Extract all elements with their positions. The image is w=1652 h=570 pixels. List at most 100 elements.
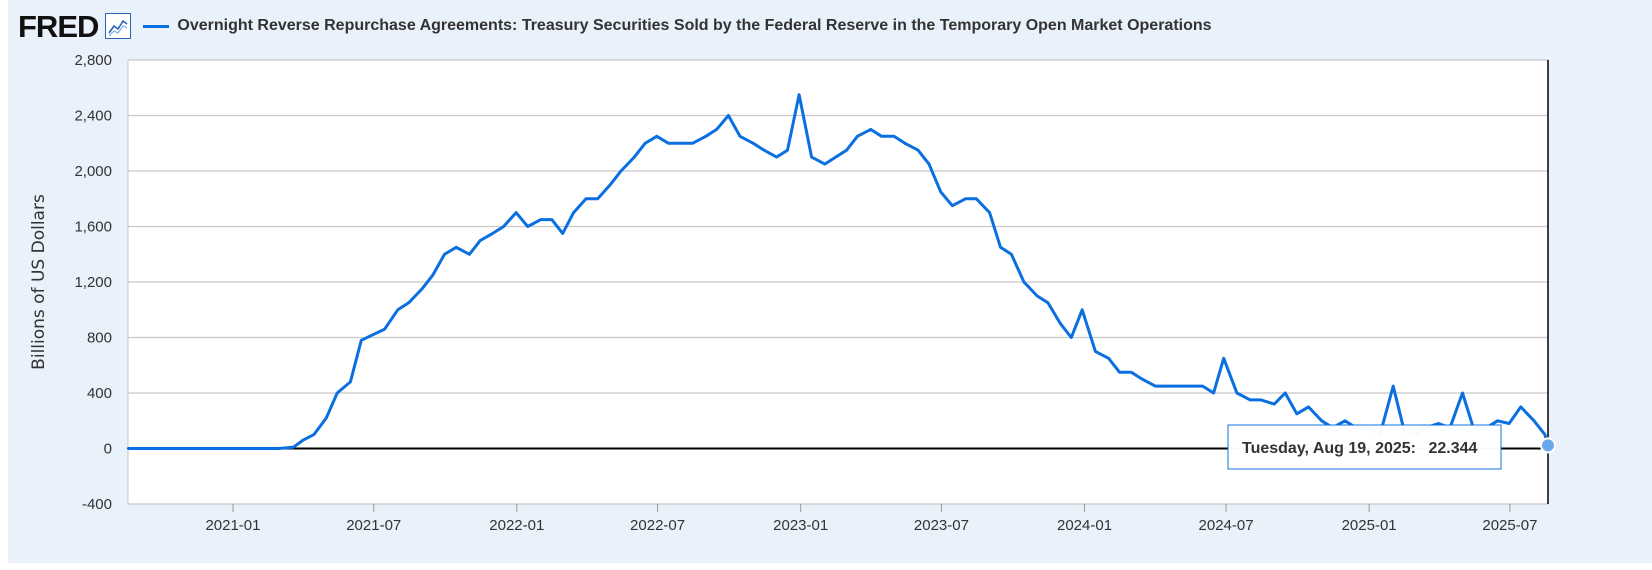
- data-point: [775, 155, 778, 159]
- x-tick-label: 2023-01: [773, 517, 828, 534]
- data-point: [468, 253, 471, 256]
- data-point: [1188, 384, 1191, 388]
- x-tick-label: 2024-01: [1057, 517, 1112, 534]
- data-point: [1507, 422, 1511, 425]
- data-point: [1035, 294, 1039, 298]
- y-tick-label: -400: [82, 496, 112, 513]
- data-point: [277, 447, 281, 450]
- data-point: [1259, 398, 1263, 402]
- data-point: [1046, 301, 1050, 305]
- y-axis-ticks: 2,800 2,400 2,000 1,600 1,200 800 400 0 -400: [74, 52, 112, 513]
- data-point: [834, 155, 837, 159]
- data-point: [633, 155, 636, 159]
- graph-icon[interactable]: [105, 13, 132, 39]
- data-point: [786, 148, 789, 152]
- data-point: [1235, 391, 1239, 395]
- data-point: [1022, 280, 1026, 284]
- data-point: [680, 142, 683, 145]
- data-point: [810, 155, 813, 159]
- tooltip-value: 22.344: [1428, 440, 1477, 457]
- data-point: [292, 445, 295, 449]
- data-point: [1532, 419, 1536, 422]
- y-tick-label: 1,200: [74, 274, 112, 291]
- y-axis-label: Billions of US Dollars: [29, 194, 49, 370]
- data-point: [1059, 322, 1062, 325]
- data-point: [1177, 384, 1180, 388]
- data-point: [1519, 405, 1522, 409]
- data-point: [1222, 357, 1225, 360]
- y-tick-label: 800: [87, 330, 112, 347]
- data-point: [927, 162, 931, 166]
- data-point: [667, 142, 670, 145]
- data-point: [823, 162, 826, 166]
- data-point: [491, 232, 494, 235]
- data-point: [360, 339, 363, 342]
- data-point: [420, 287, 424, 291]
- data-point: [514, 211, 518, 214]
- data-point: [1118, 370, 1121, 374]
- data-point: [539, 218, 543, 221]
- data-point: [1273, 402, 1276, 406]
- data-point: [431, 273, 435, 277]
- x-tick-label: 2025-07: [1482, 517, 1537, 534]
- data-point: [301, 438, 305, 442]
- x-tick-label: 2021-07: [346, 517, 401, 534]
- data-point: [1080, 308, 1084, 311]
- svg-text:Tuesday, Aug 19, 2025: 2: Tuesday, Aug 19, 2025: 22.344: [1242, 440, 1477, 457]
- data-point: [1307, 405, 1310, 409]
- x-tick-label: 2024-07: [1199, 517, 1254, 534]
- hover-point[interactable]: [1540, 437, 1556, 454]
- tooltip-date: Tuesday, Aug 19, 2025:: [1242, 440, 1416, 457]
- data-point: [479, 239, 482, 242]
- data-point: [1461, 391, 1464, 395]
- legend-label: Overnight Reverse Repurchase Agreements:…: [177, 17, 1212, 34]
- data-point: [1107, 357, 1110, 360]
- data-point: [596, 197, 599, 200]
- data-point: [407, 301, 410, 305]
- x-tick-label: 2022-01: [489, 517, 544, 534]
- data-point: [242, 447, 246, 450]
- data-point: [1496, 419, 1499, 422]
- data-point: [704, 135, 707, 138]
- data-point: [371, 333, 375, 336]
- data-point: [584, 197, 588, 200]
- data-point: [1320, 419, 1323, 422]
- data-point: [1140, 377, 1144, 381]
- data-point: [1295, 412, 1299, 416]
- y-tick-label: 0: [104, 441, 112, 458]
- data-point: [903, 142, 907, 145]
- data-point: [207, 447, 211, 450]
- data-point: [335, 391, 339, 395]
- data-point: [1212, 391, 1215, 395]
- fred-logo[interactable]: FRED: [18, 8, 99, 44]
- data-point: [988, 211, 991, 214]
- data-point: [1154, 384, 1157, 388]
- data-point: [715, 128, 718, 131]
- data-point: [526, 225, 529, 228]
- data-point: [892, 135, 896, 138]
- data-point: [999, 246, 1002, 249]
- data-point: [797, 93, 801, 96]
- data-point: [572, 211, 575, 214]
- y-tick-label: 2,000: [74, 163, 112, 180]
- data-point: [1283, 391, 1287, 395]
- data-point: [691, 142, 694, 145]
- data-point: [880, 135, 883, 138]
- data-point: [383, 327, 386, 331]
- tooltip-box: [1227, 424, 1502, 470]
- y-tick-label: 2,400: [74, 108, 112, 125]
- data-point: [964, 197, 967, 200]
- data-point: [869, 128, 872, 131]
- data-point: [951, 204, 954, 207]
- data-point: [443, 253, 446, 256]
- data-point: [1343, 419, 1347, 422]
- x-tick-label: 2022-07: [630, 517, 685, 534]
- y-tick-label: 1,600: [74, 219, 112, 236]
- data-point: [396, 308, 400, 311]
- data-point: [975, 197, 978, 200]
- data-point: [1094, 350, 1097, 353]
- data-point: [939, 190, 942, 194]
- data-point: [619, 169, 623, 173]
- data-point: [1248, 398, 1252, 402]
